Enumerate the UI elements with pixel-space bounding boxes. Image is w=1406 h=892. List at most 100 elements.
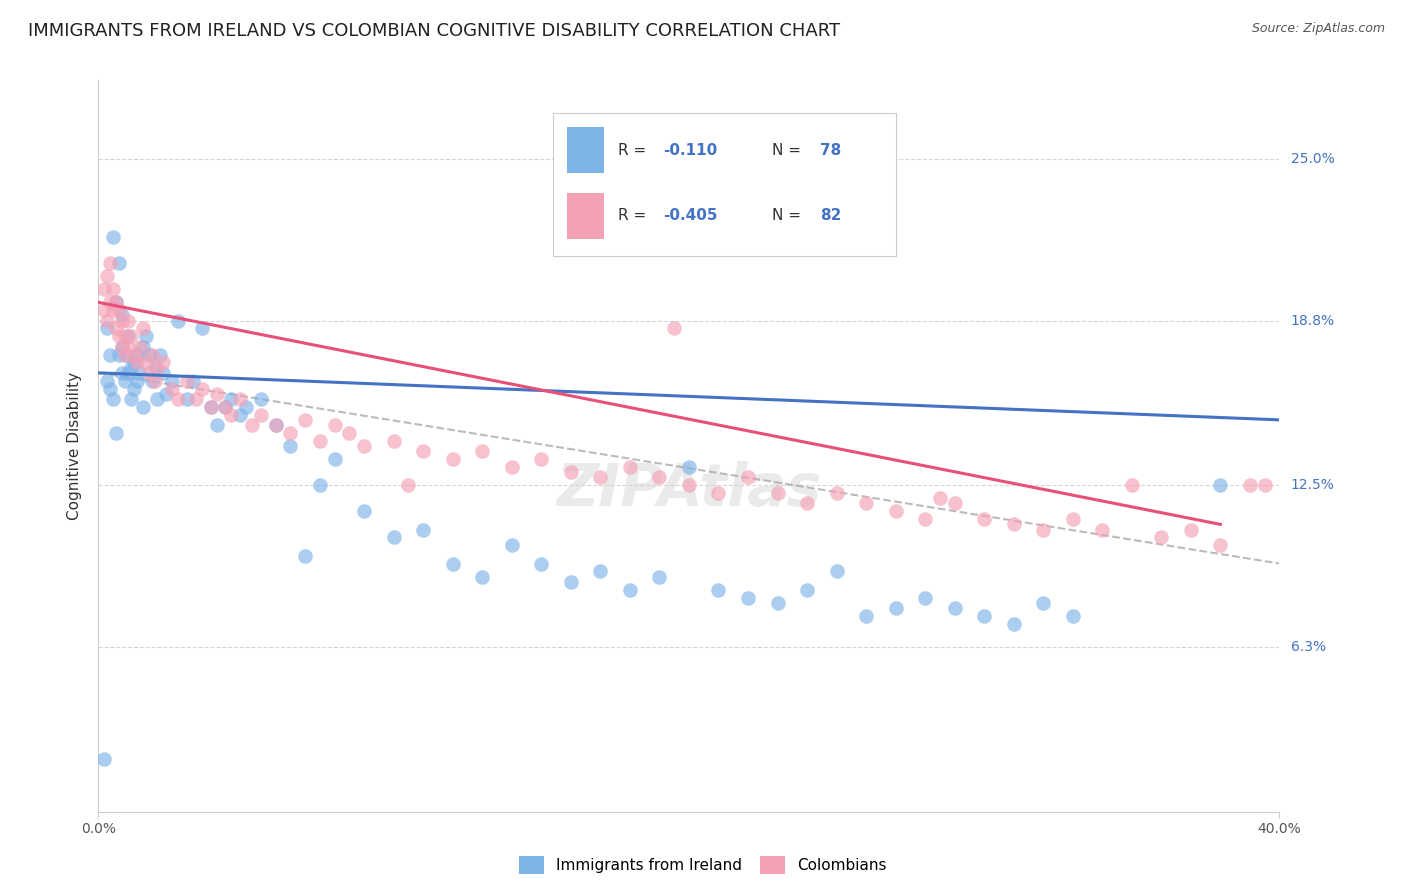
Point bbox=[1254, 478, 1277, 492]
Point bbox=[825, 486, 848, 500]
Point bbox=[707, 486, 730, 500]
Point bbox=[117, 313, 139, 327]
Point bbox=[122, 382, 145, 396]
Point bbox=[229, 392, 252, 406]
Y-axis label: Cognitive Disability: Cognitive Disability bbox=[67, 372, 83, 520]
Point bbox=[707, 582, 730, 597]
Point bbox=[1209, 478, 1232, 492]
Point bbox=[120, 392, 142, 406]
Point bbox=[132, 321, 155, 335]
Point bbox=[167, 313, 190, 327]
Point bbox=[108, 256, 131, 270]
Point bbox=[135, 329, 157, 343]
Point bbox=[152, 366, 174, 380]
Text: Source: ZipAtlas.com: Source: ZipAtlas.com bbox=[1251, 22, 1385, 36]
Point bbox=[117, 340, 139, 354]
Point bbox=[125, 348, 148, 362]
Point bbox=[560, 465, 582, 479]
Point bbox=[138, 348, 160, 362]
Point bbox=[184, 392, 207, 406]
Point bbox=[323, 452, 346, 467]
Point bbox=[138, 366, 160, 380]
Point bbox=[530, 452, 553, 467]
Point bbox=[105, 295, 128, 310]
Point bbox=[103, 282, 125, 296]
Point bbox=[943, 601, 966, 615]
Point bbox=[973, 608, 995, 623]
Point bbox=[619, 459, 641, 474]
Point bbox=[135, 355, 157, 369]
Point bbox=[149, 348, 172, 362]
Point bbox=[162, 374, 183, 388]
Point bbox=[105, 295, 128, 310]
Point bbox=[143, 374, 166, 388]
Point bbox=[103, 230, 125, 244]
Point bbox=[229, 408, 252, 422]
Point bbox=[96, 313, 118, 327]
Point bbox=[766, 596, 789, 610]
Point bbox=[146, 392, 169, 406]
Text: 18.8%: 18.8% bbox=[1291, 314, 1334, 327]
Point bbox=[108, 348, 131, 362]
Point bbox=[914, 591, 936, 605]
Point bbox=[1121, 478, 1143, 492]
Point bbox=[309, 434, 332, 448]
Point bbox=[1209, 538, 1232, 552]
Point bbox=[111, 340, 134, 354]
Point bbox=[294, 413, 316, 427]
Point bbox=[117, 366, 139, 380]
Text: ZIPAtlas: ZIPAtlas bbox=[557, 461, 821, 518]
Point bbox=[111, 313, 134, 327]
Point bbox=[737, 470, 759, 484]
Point bbox=[162, 382, 183, 396]
Point bbox=[471, 444, 494, 458]
Point bbox=[200, 400, 222, 414]
Point bbox=[382, 530, 405, 544]
Point bbox=[108, 329, 131, 343]
Point bbox=[1239, 478, 1261, 492]
Point bbox=[214, 400, 236, 414]
Point bbox=[1002, 616, 1025, 631]
Point bbox=[176, 392, 198, 406]
Legend: Immigrants from Ireland, Colombians: Immigrants from Ireland, Colombians bbox=[513, 850, 893, 880]
Point bbox=[412, 444, 434, 458]
Point bbox=[1062, 512, 1084, 526]
Point bbox=[973, 512, 995, 526]
Point bbox=[530, 557, 553, 571]
Point bbox=[294, 549, 316, 563]
Point bbox=[855, 496, 877, 510]
Point bbox=[191, 321, 214, 335]
Point bbox=[339, 425, 361, 440]
Text: 6.3%: 6.3% bbox=[1291, 640, 1326, 654]
Point bbox=[1180, 523, 1202, 537]
Point bbox=[737, 591, 759, 605]
Point bbox=[132, 400, 155, 414]
Point bbox=[96, 374, 118, 388]
Point bbox=[1091, 523, 1114, 537]
Point bbox=[122, 348, 145, 362]
Point bbox=[205, 386, 228, 401]
Point bbox=[1062, 608, 1084, 623]
Point bbox=[155, 386, 177, 401]
Point bbox=[200, 400, 222, 414]
Point bbox=[664, 321, 686, 335]
Point bbox=[114, 374, 136, 388]
Point bbox=[111, 340, 134, 354]
Point bbox=[128, 366, 150, 380]
Point bbox=[98, 256, 121, 270]
Point bbox=[398, 478, 420, 492]
Point bbox=[619, 582, 641, 597]
Point bbox=[146, 360, 169, 375]
Point bbox=[111, 366, 134, 380]
Point bbox=[120, 329, 142, 343]
Point bbox=[240, 418, 263, 433]
Point bbox=[560, 574, 582, 589]
Point bbox=[105, 425, 128, 440]
Point bbox=[117, 329, 139, 343]
Point bbox=[143, 360, 166, 375]
Point bbox=[221, 392, 243, 406]
Point bbox=[280, 439, 302, 453]
Point bbox=[114, 348, 136, 362]
Point bbox=[796, 496, 818, 510]
Point bbox=[181, 374, 204, 388]
